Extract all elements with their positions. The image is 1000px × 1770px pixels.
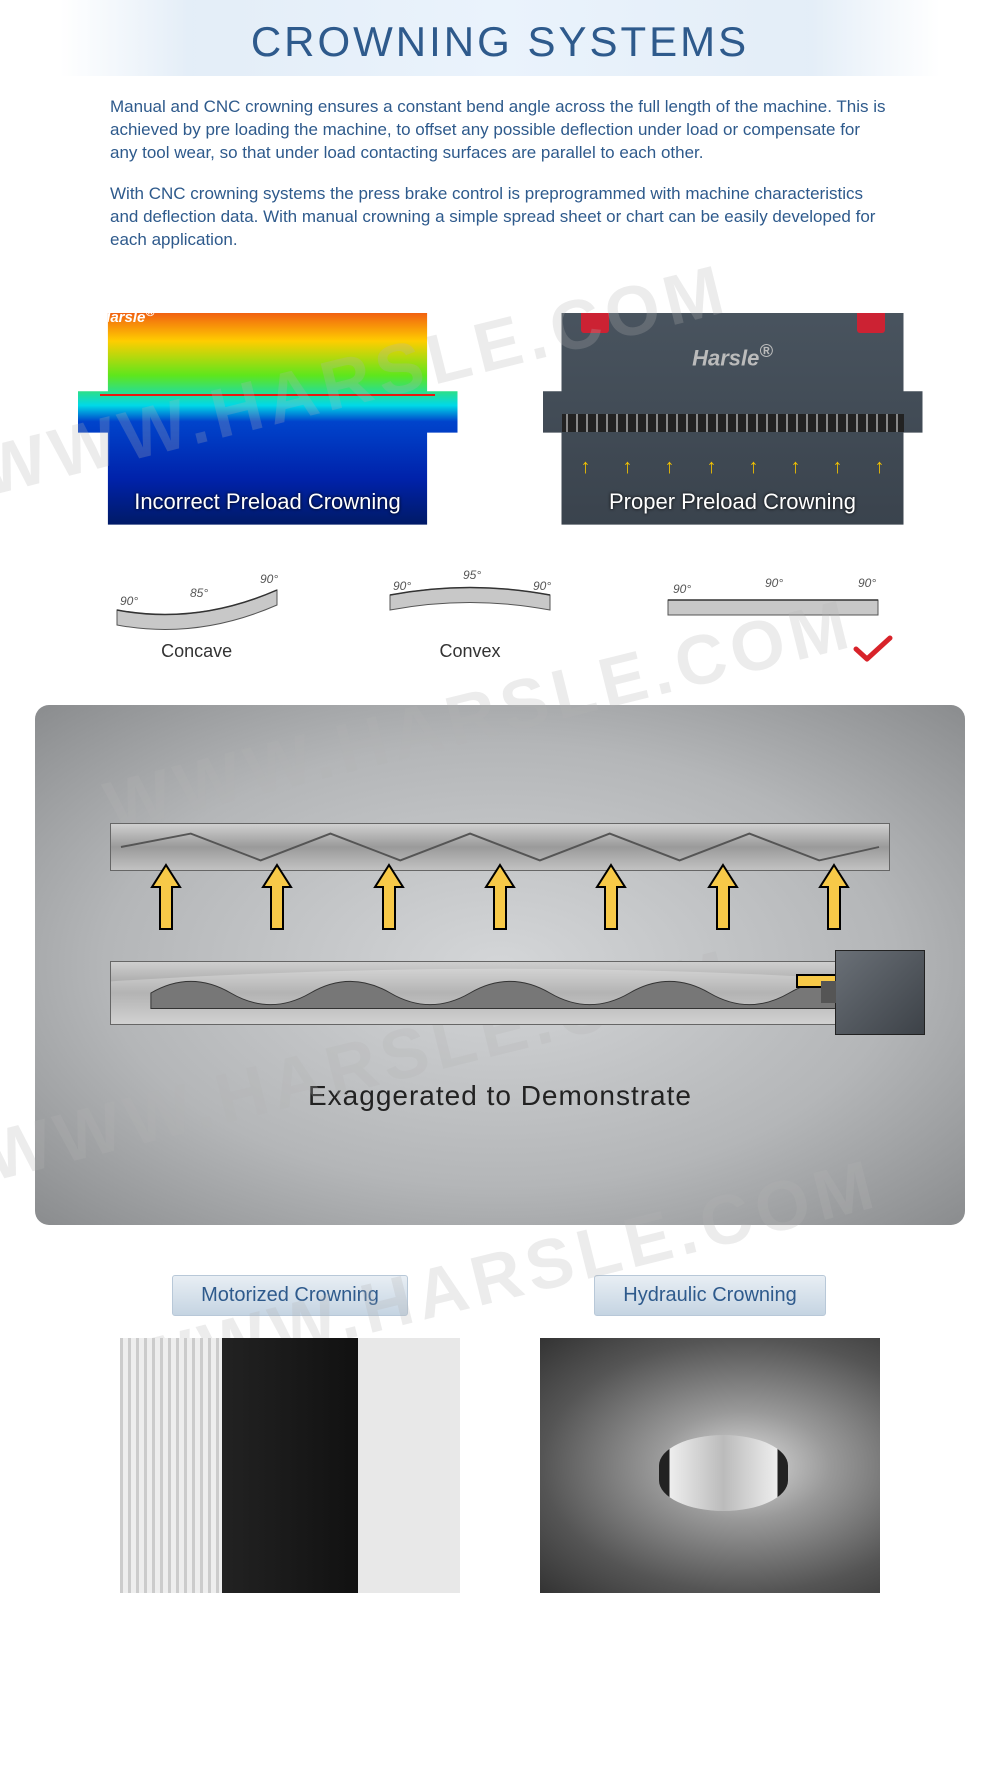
upward-force-arrows [150,863,850,933]
brand-logo: Harsle® [100,305,155,326]
motor-box-graphic [835,950,925,1035]
technique-row: WWW.HARSLE.COM Motorized Crowning Hydrau… [0,1255,1000,1643]
hydraulic-cylinder-icon [581,291,609,333]
up-arrow-icon [484,863,516,933]
incorrect-caption: Incorrect Preload Crowning [78,489,458,515]
angle-label: 90° [533,579,551,593]
intro-block: Manual and CNC crowning ensures a consta… [0,96,1000,295]
motorized-badge: Motorized Crowning [172,1275,408,1316]
proper-crowning-col: Harsle® ↑↑↑↑↑↑↑↑ Proper Preload Crowning [515,295,950,525]
up-arrow-icon [261,863,293,933]
up-arrow-icon [707,863,739,933]
incorrect-crowning-col: Harsle® Incorrect Preload Crowning [50,295,485,525]
lower-wedge-bar [110,961,890,1025]
page-title: CROWNING SYSTEMS [60,0,940,76]
die-teeth-graphic [562,414,904,432]
hydraulic-crowning-col: Hydraulic Crowning [530,1275,890,1593]
angle-label: 85° [190,586,208,600]
motorized-crowning-image [120,1338,460,1593]
angle-label: 90° [673,582,691,596]
up-arrow-icon [818,863,850,933]
motorized-crowning-col: Motorized Crowning [110,1275,470,1593]
bent-bars-row: 90° 85° 90° Concave 90° 95° 90° Convex 9… [0,535,1000,695]
brand-logo: Harsle® [543,340,923,371]
demo-caption: Exaggerated to Demonstrate [308,1080,692,1112]
angle-label: 90° [858,576,876,590]
angle-label: 90° [393,579,411,593]
correct-bar: 90° 90° 90° [643,565,903,665]
checkmark-icon [853,635,893,665]
angle-label: 95° [463,568,481,582]
up-arrow-icon [373,863,405,933]
angle-label: 90° [120,594,138,608]
concave-label: Concave [161,641,232,662]
crowning-arrows: ↑↑↑↑↑↑↑↑ [581,456,885,479]
convex-bar: 90° 95° 90° Convex [370,565,570,665]
intro-paragraph-1: Manual and CNC crowning ensures a consta… [110,96,890,165]
hydraulic-crowning-image [540,1338,880,1593]
up-arrow-icon [595,863,627,933]
proper-caption: Proper Preload Crowning [543,489,923,515]
hydraulic-badge: Hydraulic Crowning [594,1275,825,1316]
angle-label: 90° [260,572,278,586]
comparison-row: Harsle® Incorrect Preload Crowning Harsl… [0,295,1000,535]
concave-bar: 90° 85° 90° Concave [97,565,297,665]
angle-label: 90° [765,576,783,590]
intro-paragraph-2: With CNC crowning systems the press brak… [110,183,890,252]
up-arrow-icon [150,863,182,933]
hydraulic-cylinder-icon [857,291,885,333]
convex-label: Convex [439,641,500,662]
demonstration-panel: WWW.HARSLE.COM WWW.HARSLE.COM E [35,705,965,1225]
